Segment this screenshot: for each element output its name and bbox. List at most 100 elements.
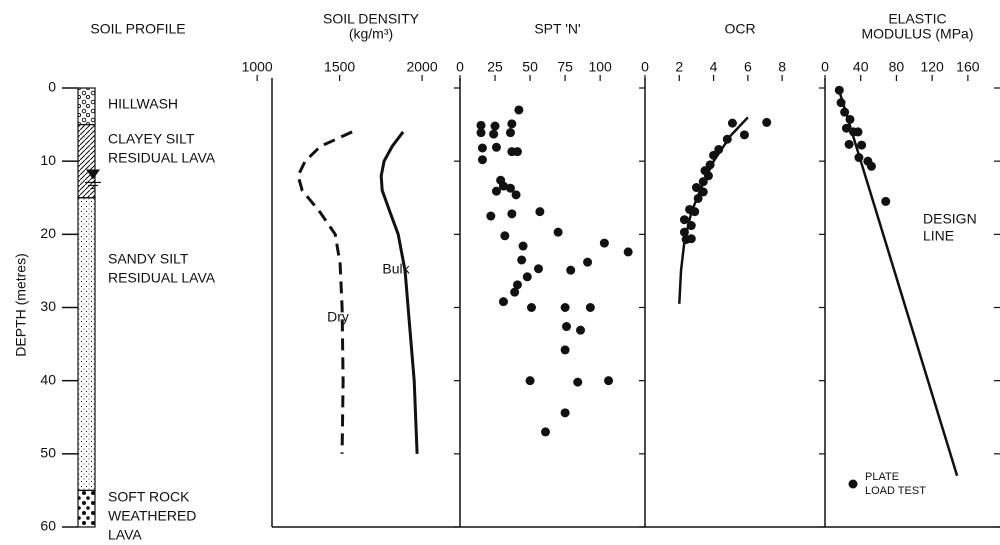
data-point — [690, 207, 700, 217]
data-point — [491, 142, 501, 152]
y-tick-label: 50 — [40, 445, 56, 461]
x-tick-label: 25 — [487, 59, 503, 75]
data-point — [686, 234, 696, 244]
data-point — [512, 147, 522, 157]
y-tick-label: 0 — [48, 79, 56, 95]
data-point — [679, 215, 689, 225]
data-point — [498, 181, 508, 191]
x-tick-label: 6 — [744, 59, 752, 75]
data-point — [486, 211, 496, 221]
data-point — [585, 303, 595, 312]
y-tick-label: 30 — [40, 298, 56, 314]
density-line — [296, 130, 353, 454]
fit-line — [837, 87, 959, 477]
data-point — [518, 241, 528, 251]
data-point — [854, 153, 864, 163]
layer-label: WEATHERED — [108, 508, 196, 524]
y-axis-label: DEPTH (metres) — [13, 253, 29, 356]
x-tick-label: 1000 — [242, 59, 273, 75]
data-point — [845, 114, 855, 124]
y-tick-label: 10 — [40, 152, 56, 168]
x-tick-label: 8 — [778, 59, 786, 75]
x-tick-label: 50 — [522, 59, 538, 75]
layer-label: HILLWASH — [108, 96, 178, 112]
data-point — [836, 98, 846, 108]
data-point — [566, 265, 576, 275]
data-point — [476, 128, 486, 138]
data-point — [477, 143, 487, 153]
fit-label: LINE — [923, 228, 954, 244]
data-point — [881, 196, 891, 206]
data-point — [623, 247, 633, 257]
data-point — [583, 257, 593, 267]
data-point — [762, 117, 772, 127]
data-point — [507, 209, 517, 219]
layer-label: CLAYEY SILT — [108, 131, 195, 147]
layer-label: RESIDUAL LAVA — [108, 150, 216, 166]
panel-title: OCR — [724, 21, 755, 37]
data-point — [498, 297, 508, 307]
panel-title: SOIL PROFILE — [90, 21, 185, 37]
layer-label: RESIDUAL LAVA — [108, 270, 216, 286]
fit-label: DESIGN — [923, 211, 977, 227]
water-table-lines — [85, 181, 101, 190]
data-point — [560, 303, 570, 312]
series-label: Bulk — [382, 261, 410, 277]
x-tick-label: 120 — [920, 59, 944, 75]
soil-layer — [77, 489, 96, 528]
data-point — [477, 155, 487, 165]
data-point — [691, 183, 701, 193]
soil-layer — [77, 123, 96, 199]
data-point — [853, 127, 863, 137]
x-tick-label: 4 — [710, 59, 718, 75]
density-line — [379, 130, 419, 454]
x-tick-label: 160 — [956, 59, 980, 75]
panel-title: MODULUS (MPa) — [861, 26, 973, 42]
data-point — [573, 377, 583, 387]
data-point — [505, 128, 515, 138]
data-point — [599, 238, 609, 248]
legend-label: PLATE — [865, 471, 899, 483]
y-tick-label: 60 — [40, 518, 56, 534]
panel-title: SPT 'N' — [534, 21, 580, 37]
x-tick-label: 0 — [456, 59, 464, 75]
soil-layer — [77, 197, 96, 492]
water-table — [86, 169, 100, 180]
data-point — [525, 376, 535, 386]
data-point — [679, 227, 689, 237]
y-tick-label: 40 — [40, 371, 56, 387]
data-point — [834, 85, 844, 95]
data-point — [844, 139, 854, 149]
data-point — [511, 190, 521, 200]
data-point — [686, 221, 696, 231]
data-point — [562, 322, 572, 332]
x-tick-label: 1500 — [324, 59, 355, 75]
data-point — [505, 183, 515, 193]
data-point — [739, 130, 749, 140]
data-point — [703, 171, 713, 181]
x-tick-label: 75 — [557, 59, 573, 75]
x-tick-label: 0 — [821, 59, 829, 75]
data-point — [553, 227, 563, 237]
data-point — [727, 118, 737, 128]
data-point — [840, 107, 850, 117]
data-point — [507, 119, 517, 129]
panel-title: (kg/m³) — [349, 26, 393, 42]
data-point — [476, 120, 486, 130]
y-tick-label: 20 — [40, 225, 56, 241]
data-point — [491, 186, 501, 196]
series-label: Dry — [327, 309, 349, 325]
data-point — [517, 255, 527, 265]
data-point — [698, 187, 708, 197]
data-point — [535, 207, 545, 217]
data-point — [533, 264, 543, 274]
x-tick-label: 2000 — [406, 59, 437, 75]
panel-title: SOIL DENSITY — [323, 11, 420, 27]
data-point — [490, 121, 500, 131]
data-point — [510, 287, 520, 297]
data-point — [522, 272, 532, 282]
panel-title: ELASTIC — [888, 11, 946, 27]
layer-label: SOFT ROCK — [108, 489, 190, 505]
data-point — [540, 427, 550, 437]
